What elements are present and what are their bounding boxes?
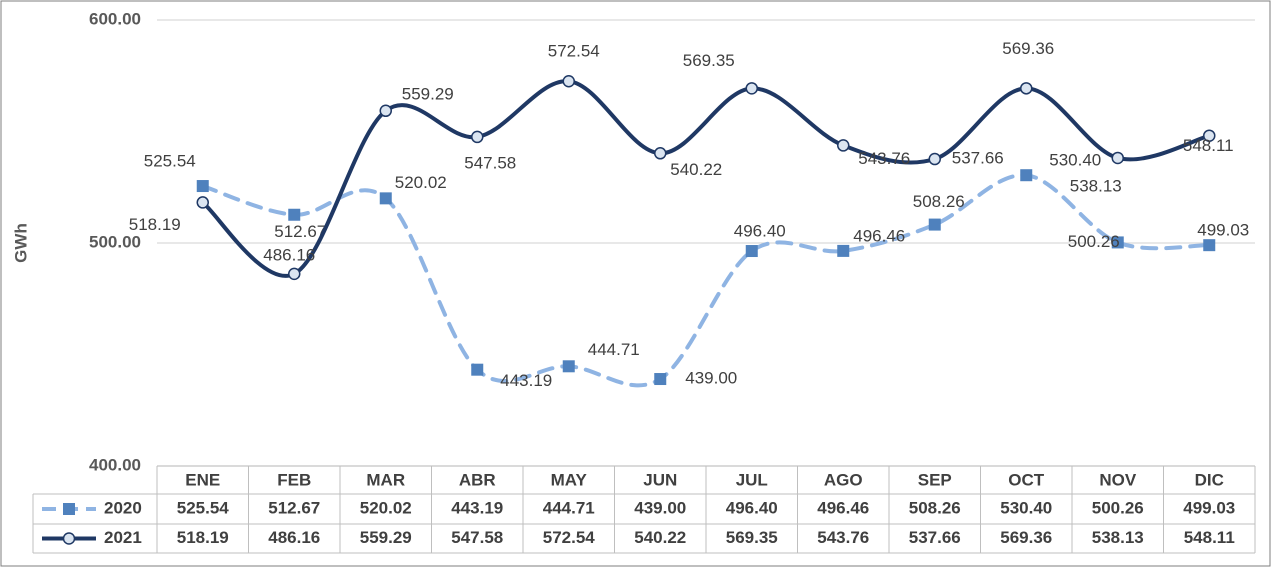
table-cell: 496.40 xyxy=(726,498,778,517)
marker xyxy=(837,244,850,257)
data-label: 547.58 xyxy=(464,153,516,172)
data-label: 518.19 xyxy=(129,215,181,234)
table-cell: 444.71 xyxy=(543,498,595,517)
table-cell: 569.36 xyxy=(1000,528,1052,547)
table-cell: 520.02 xyxy=(360,498,412,517)
table-cell: 496.46 xyxy=(817,498,869,517)
marker xyxy=(379,104,392,118)
x-tick-label: MAR xyxy=(366,470,405,489)
table-cell: 486.16 xyxy=(268,528,320,547)
table-cell: 530.40 xyxy=(1000,498,1052,517)
table-cell: 499.03 xyxy=(1183,498,1235,517)
table-cell: 518.19 xyxy=(177,528,229,547)
series: 518.19 486.16 559.29 547.58 572.54 540.22 569.… xyxy=(129,39,1234,281)
data-label: 572.54 xyxy=(548,42,600,61)
x-tick-label: FEB xyxy=(277,470,311,489)
data-label: 496.40 xyxy=(734,222,786,241)
legend-key xyxy=(42,532,96,545)
marker xyxy=(1111,151,1124,165)
marker xyxy=(1111,236,1124,249)
data-label: 499.03 xyxy=(1197,221,1249,240)
legend-marker xyxy=(63,503,75,515)
data-label: 543.76 xyxy=(858,149,910,168)
marker xyxy=(1203,239,1216,252)
y-tick-label: 600.00 xyxy=(89,9,141,28)
data-label: 537.66 xyxy=(952,149,1004,168)
x-tick-label: NOV xyxy=(1099,470,1137,489)
data-label: 559.29 xyxy=(402,84,454,103)
x-tick-label: ENE xyxy=(185,470,220,489)
data-label: 520.02 xyxy=(395,173,447,192)
x-tick-label: JUL xyxy=(736,470,768,489)
data-label: 444.71 xyxy=(588,340,640,359)
table-cell: 543.76 xyxy=(817,528,869,547)
table-cell: 525.54 xyxy=(177,498,230,517)
legend-marker xyxy=(62,532,76,545)
y-tick-label: 400.00 xyxy=(89,455,141,474)
marker xyxy=(471,363,484,376)
data-label: 548.11 xyxy=(1183,136,1234,155)
data-label: 443.19 xyxy=(500,371,552,390)
marker xyxy=(562,360,575,373)
table-cell: 508.26 xyxy=(909,498,961,517)
x-tick-label: ABR xyxy=(459,470,496,489)
table-cell: 443.19 xyxy=(451,498,503,517)
table-cell: 439.00 xyxy=(634,498,686,517)
x-tick-label: MAY xyxy=(551,470,588,489)
x-tick-label: SEP xyxy=(918,470,952,489)
x-tick-label: OCT xyxy=(1008,470,1045,489)
table-cell: 537.66 xyxy=(909,528,961,547)
marker xyxy=(837,139,850,152)
marker xyxy=(745,82,758,95)
legend-key xyxy=(42,503,96,515)
marker xyxy=(1020,82,1033,95)
data-label: 569.35 xyxy=(683,51,735,70)
legend-label: 2020 xyxy=(104,498,142,517)
y-axis-label: GWh xyxy=(11,223,30,263)
marker xyxy=(1203,129,1216,142)
data-label: 500.26 xyxy=(1068,232,1120,251)
data-label: 538.13 xyxy=(1070,176,1122,195)
table-cell: 540.22 xyxy=(634,528,686,547)
marker xyxy=(562,74,575,88)
table-cell: 512.67 xyxy=(268,498,320,517)
series: 525.54 512.67 520.02 443.19 444.71 439.00 496.… xyxy=(144,151,1250,390)
data-label: 569.36 xyxy=(1002,39,1054,58)
table-cell: 548.11 xyxy=(1184,528,1235,547)
table-cell: 500.26 xyxy=(1092,498,1144,517)
marker xyxy=(196,196,209,209)
x-tick-label: JUN xyxy=(643,470,677,489)
data-label: 512.67 xyxy=(274,222,326,241)
data-label: 439.00 xyxy=(685,369,737,388)
data-label: 508.26 xyxy=(913,192,965,211)
data-label: 486.16 xyxy=(263,245,315,264)
x-tick-label: AGO xyxy=(824,470,863,489)
x-tick-label: DIC xyxy=(1195,470,1224,489)
marker xyxy=(654,147,667,160)
y-tick-label: 500.00 xyxy=(89,232,141,251)
marker xyxy=(928,218,941,231)
table-cell: 538.13 xyxy=(1092,528,1144,547)
marker xyxy=(745,245,758,258)
table-cell: 559.29 xyxy=(360,528,412,547)
table-cell: 547.58 xyxy=(451,528,503,547)
marker xyxy=(288,208,301,221)
marker xyxy=(1020,169,1033,182)
legend-label: 2021 xyxy=(104,528,142,547)
marker xyxy=(379,192,392,205)
data-label: 540.22 xyxy=(670,160,722,179)
data-label: 525.54 xyxy=(144,152,196,171)
data-label: 496.46 xyxy=(853,226,905,245)
marker xyxy=(196,180,209,193)
marker xyxy=(471,130,484,144)
data-label: 530.40 xyxy=(1049,151,1101,170)
table-cell: 569.35 xyxy=(726,528,778,547)
table-cell: 572.54 xyxy=(543,528,596,547)
marker xyxy=(288,267,301,281)
marker xyxy=(654,373,667,386)
marker xyxy=(928,152,941,166)
